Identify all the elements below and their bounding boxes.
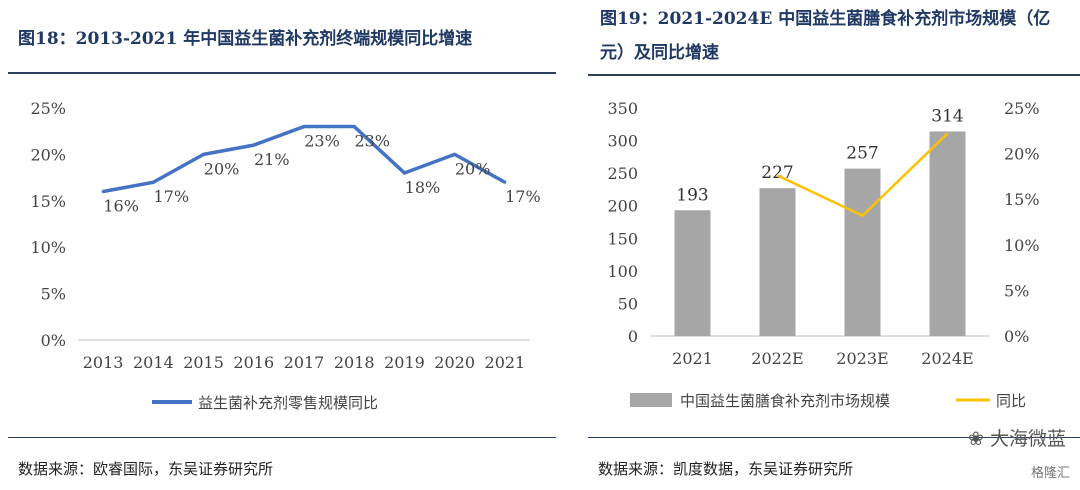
y-tick-label: 15% — [30, 192, 66, 211]
right-y-tick-label: 20% — [1004, 145, 1040, 164]
y-tick-label: 20% — [30, 145, 66, 164]
x-tick-label: 2014 — [133, 353, 174, 372]
data-label: 20% — [455, 159, 491, 178]
data-label: 16% — [103, 197, 139, 216]
right-y-tick-label: 5% — [1004, 281, 1029, 300]
y-tick-label: 0% — [41, 331, 66, 350]
y-tick-label: 10% — [30, 238, 66, 257]
left-source-note: 数据来源：欧睿国际，东吴证券研究所 — [18, 460, 274, 478]
data-point — [503, 180, 507, 184]
data-label: 17% — [505, 187, 541, 206]
x-tick-label: 2017 — [284, 353, 325, 372]
right-chart-title: 图19：2021-2024E 中国益生菌膳食补充剂市场规模（亿元）及同比增速 — [600, 9, 1051, 63]
left-y-tick-label: 200 — [607, 197, 638, 216]
data-label: 23% — [304, 132, 340, 151]
wechat-icon: ❀ — [968, 428, 990, 450]
left-title-rule — [8, 72, 556, 74]
left-line-chart: 0% 5% 10% 15% 20% 25% 2013 2014 2015 2016 2017 2018… — [30, 99, 541, 412]
left-y-tick-label: 250 — [607, 164, 638, 183]
left-y-tick-label: 350 — [607, 99, 638, 118]
right-y-tick-label: 0% — [1004, 327, 1029, 346]
yoy-line — [776, 132, 949, 218]
right-bar-line-chart: 0 50 100 150 200 250 300 350 0% 5% 10% 15% 20% 25% 193… — [607, 99, 1040, 410]
left-y-tick-label: 150 — [607, 229, 638, 248]
data-point — [352, 125, 356, 129]
bar-value-label: 257 — [846, 144, 878, 164]
data-point — [101, 190, 105, 194]
x-tick-label: 2021 — [672, 349, 713, 368]
data-point — [453, 152, 457, 156]
watermark-brand: ❀ 大海微蓝 — [968, 424, 1066, 451]
data-label: 18% — [405, 178, 441, 197]
right-y-tick-label: 15% — [1004, 190, 1040, 209]
left-y-tick-label: 0 — [628, 327, 638, 346]
bar-value-label: 314 — [931, 106, 963, 126]
data-label: 21% — [254, 150, 290, 169]
right-title-rule — [588, 74, 1080, 76]
data-label: 20% — [204, 159, 240, 178]
right-source-note: 数据来源：凯度数据，东吴证券研究所 — [598, 460, 854, 478]
x-tick-label: 2018 — [334, 353, 375, 372]
data-point — [252, 143, 256, 147]
x-tick-label: 2016 — [233, 353, 274, 372]
data-point — [151, 180, 155, 184]
left-y-tick-label: 100 — [607, 262, 638, 281]
bar — [844, 168, 881, 336]
x-tick-label: 2013 — [83, 353, 124, 372]
legend-label: 益生菌补充剂零售规模同比 — [198, 394, 378, 412]
bar — [929, 131, 966, 336]
y-tick-label: 25% — [30, 99, 66, 118]
watermark-text: 大海微蓝 — [989, 428, 1066, 450]
x-tick-label: 2023E — [836, 349, 888, 368]
data-label: 23% — [354, 132, 390, 151]
left-bottom-rule — [8, 437, 556, 438]
bar — [759, 188, 796, 336]
bar — [674, 210, 711, 336]
left-y-tick-label: 300 — [607, 132, 638, 151]
right-bottom-rule — [588, 437, 1080, 438]
right-y-tick-label: 25% — [1004, 99, 1040, 118]
x-tick-label: 2015 — [183, 353, 224, 372]
y-tick-label: 5% — [41, 285, 66, 304]
x-tick-label: 2022E — [751, 349, 803, 368]
x-tick-label: 2019 — [384, 353, 425, 372]
data-point — [402, 171, 406, 175]
left-chart-title: 图18：2013-2021 年中国益生菌补充剂终端规模同比增速 — [18, 29, 473, 49]
data-point — [302, 125, 306, 129]
right-y-tick-label: 10% — [1004, 236, 1040, 255]
watermark-gelonghui: 格隆汇 — [1030, 466, 1070, 481]
x-tick-label: 2020 — [434, 353, 475, 372]
legend-label-line: 同比 — [996, 392, 1026, 410]
x-tick-label: 2024E — [921, 349, 973, 368]
data-point — [202, 152, 206, 156]
x-tick-label: 2021 — [485, 353, 526, 372]
left-y-tick-label: 50 — [618, 294, 638, 313]
legend-label-bar: 中国益生菌膳食补充剂市场规模 — [680, 392, 890, 410]
data-label: 17% — [154, 187, 190, 206]
bar-value-label: 193 — [676, 185, 708, 205]
legend-swatch-bar — [630, 393, 672, 407]
